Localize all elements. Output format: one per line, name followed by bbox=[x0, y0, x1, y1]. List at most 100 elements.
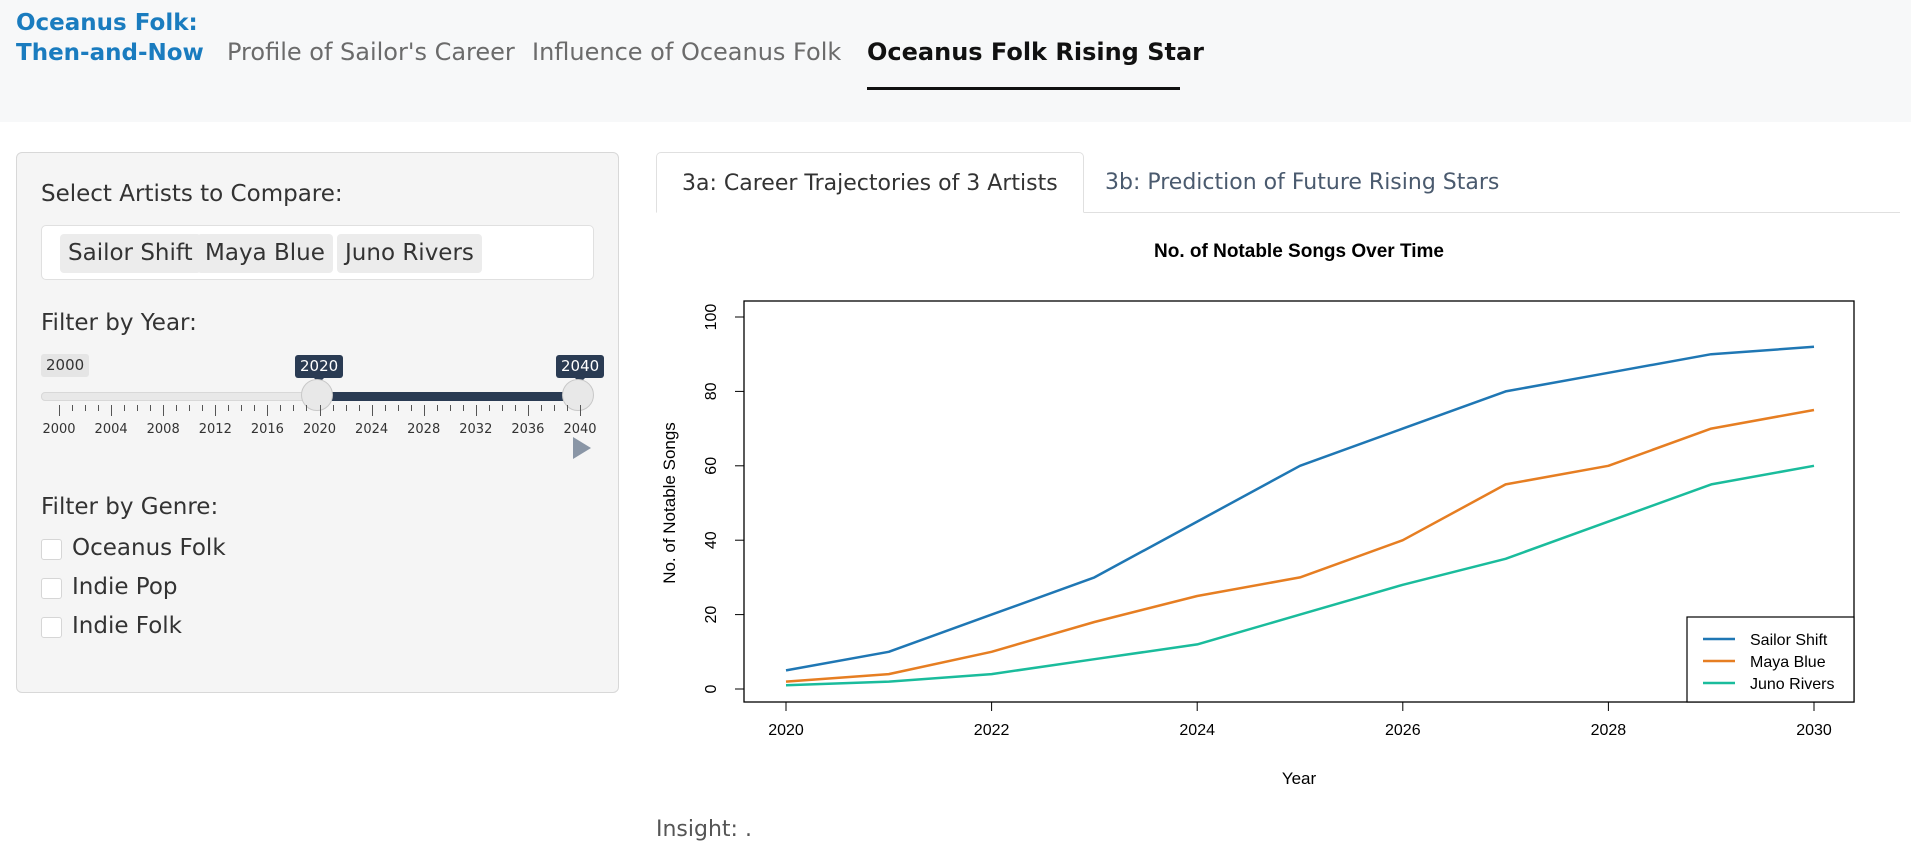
series-line-juno-rivers bbox=[785, 464, 1815, 687]
year-filter-label: Filter by Year: bbox=[41, 310, 197, 336]
slider-tick-label: 2040 bbox=[563, 422, 597, 437]
slider-minor-tick bbox=[280, 405, 282, 411]
legend-label: Juno Rivers bbox=[1750, 676, 1834, 693]
slider-minor-tick bbox=[553, 405, 555, 411]
y-tick-label: 80 bbox=[703, 382, 720, 400]
slider-tick-label: 2000 bbox=[42, 422, 76, 437]
brand-line-1: Oceanus Folk: bbox=[16, 10, 198, 36]
subtab-bar-border bbox=[656, 212, 1900, 213]
slider-tick-label: 2028 bbox=[407, 422, 441, 437]
top-navbar: Oceanus Folk: Then-and-Now Profile of Sa… bbox=[0, 0, 1911, 122]
artist-chip-juno-rivers[interactable]: Juno Rivers bbox=[337, 234, 482, 273]
nav-tab-rising-star[interactable]: Oceanus Folk Rising Star bbox=[867, 38, 1204, 66]
slider-minor-tick bbox=[449, 405, 451, 411]
slider-selected-range bbox=[319, 392, 579, 401]
x-tick-label: 2030 bbox=[1796, 722, 1832, 739]
slider-tick bbox=[580, 405, 581, 416]
slider-tick bbox=[215, 405, 217, 416]
slider-minor-tick bbox=[137, 405, 139, 411]
x-tick-label: 2022 bbox=[974, 722, 1010, 739]
slider-tick bbox=[527, 405, 529, 416]
slider-to-value: 2040 bbox=[556, 355, 605, 383]
x-axis-label: Year bbox=[1282, 769, 1317, 788]
slider-minor-tick bbox=[98, 405, 100, 411]
slider-minor-tick bbox=[514, 405, 516, 411]
tab-career-trajectories[interactable]: 3a: Career Trajectories of 3 Artists bbox=[656, 152, 1084, 213]
slider-tick-label: 2036 bbox=[511, 422, 545, 437]
slider-minor-tick bbox=[124, 405, 126, 411]
legend-label: Maya Blue bbox=[1750, 654, 1826, 671]
tab-prediction-rising-stars[interactable]: 3b: Prediction of Future Rising Stars bbox=[1105, 170, 1500, 195]
slider-minor-tick bbox=[202, 405, 204, 411]
x-tick-label: 2028 bbox=[1591, 722, 1627, 739]
chart-legend bbox=[1686, 616, 1855, 703]
slider-tick bbox=[59, 405, 60, 416]
series-line-sailor-shift bbox=[785, 345, 1815, 672]
slider-tick bbox=[319, 405, 321, 416]
y-tick-label: 0 bbox=[703, 684, 720, 693]
slider-minor-tick bbox=[384, 405, 386, 411]
slider-tick-label: 2024 bbox=[355, 422, 389, 437]
slider-minor-tick bbox=[345, 405, 347, 411]
slider-tick-label: 2004 bbox=[94, 422, 128, 437]
artists-select-label: Select Artists to Compare: bbox=[41, 181, 343, 207]
slider-tick bbox=[267, 405, 269, 416]
artists-multiselect[interactable]: Sailor Shift Maya Blue Juno Rivers bbox=[41, 225, 594, 280]
slider-minor-tick bbox=[241, 405, 243, 411]
genre-filter-label: Filter by Genre: bbox=[41, 494, 219, 520]
slider-min-label: 2000 bbox=[41, 354, 90, 377]
slider-minor-tick bbox=[150, 405, 152, 411]
slider-minor-tick bbox=[358, 405, 360, 411]
slider-minor-tick bbox=[85, 405, 87, 411]
insight-text: Insight: . bbox=[656, 817, 752, 842]
notable-songs-line-chart: No. of Notable Songs Over Time 2020 2022 20… bbox=[660, 241, 1855, 788]
play-icon[interactable] bbox=[573, 437, 591, 459]
slider-minor-tick bbox=[306, 405, 308, 411]
slider-from-value: 2020 bbox=[295, 355, 344, 383]
genre-checkbox-oceanus-folk[interactable] bbox=[41, 539, 62, 560]
slider-tick bbox=[111, 405, 113, 416]
genre-checkbox-indie-folk[interactable] bbox=[41, 617, 62, 638]
slider-tick bbox=[163, 405, 165, 416]
filter-sidebar: Select Artists to Compare: Sailor Shift … bbox=[16, 152, 619, 693]
legend-label: Sailor Shift bbox=[1750, 632, 1828, 649]
artist-chip-sailor-shift[interactable]: Sailor Shift bbox=[60, 234, 201, 273]
slider-minor-tick bbox=[566, 405, 568, 411]
brand-line-2: Then-and-Now bbox=[16, 40, 204, 66]
slider-minor-tick bbox=[410, 405, 412, 411]
slider-tick bbox=[371, 405, 373, 416]
slider-minor-tick bbox=[254, 405, 256, 411]
slider-tick-label: 2032 bbox=[459, 422, 493, 437]
genre-label-oceanus-folk[interactable]: Oceanus Folk bbox=[72, 535, 226, 561]
slider-minor-tick bbox=[397, 405, 399, 411]
slider-minor-tick bbox=[540, 405, 542, 411]
active-tab-underline bbox=[867, 87, 1180, 90]
slider-tick-label: 2008 bbox=[146, 422, 180, 437]
genre-label-indie-folk[interactable]: Indie Folk bbox=[72, 613, 183, 639]
slider-minor-tick bbox=[228, 405, 230, 411]
slider-tick-label: 2020 bbox=[302, 422, 337, 437]
slider-minor-tick bbox=[501, 405, 503, 411]
slider-tick-label: 2016 bbox=[250, 422, 284, 437]
slider-minor-tick bbox=[332, 405, 334, 411]
slider-tick bbox=[423, 405, 425, 416]
slider-minor-tick bbox=[488, 405, 490, 411]
artist-chip-maya-blue[interactable]: Maya Blue bbox=[197, 234, 333, 273]
nav-tab-sailor-career[interactable]: Profile of Sailor's Career bbox=[227, 38, 515, 66]
x-tick-label: 2024 bbox=[1179, 722, 1215, 739]
slider-minor-tick bbox=[189, 405, 191, 411]
genre-checkbox-indie-pop[interactable] bbox=[41, 578, 62, 599]
series-line-maya-blue bbox=[785, 408, 1815, 683]
genre-label-indie-pop[interactable]: Indie Pop bbox=[72, 574, 178, 600]
slider-from-handle[interactable] bbox=[301, 379, 333, 411]
app-brand[interactable]: Oceanus Folk: Then-and-Now bbox=[16, 8, 204, 68]
slider-minor-tick bbox=[436, 405, 438, 411]
slider-minor-tick bbox=[176, 405, 178, 411]
nav-tab-oceanus-influence[interactable]: Influence of Oceanus Folk bbox=[532, 38, 842, 66]
slider-tick bbox=[475, 405, 477, 416]
x-tick-label: 2020 bbox=[768, 722, 804, 739]
y-tick-label: 100 bbox=[703, 304, 720, 331]
slider-tick-label: 2012 bbox=[198, 422, 232, 437]
y-axis-label: No. of Notable Songs bbox=[660, 422, 679, 584]
slider-minor-tick bbox=[72, 405, 74, 411]
